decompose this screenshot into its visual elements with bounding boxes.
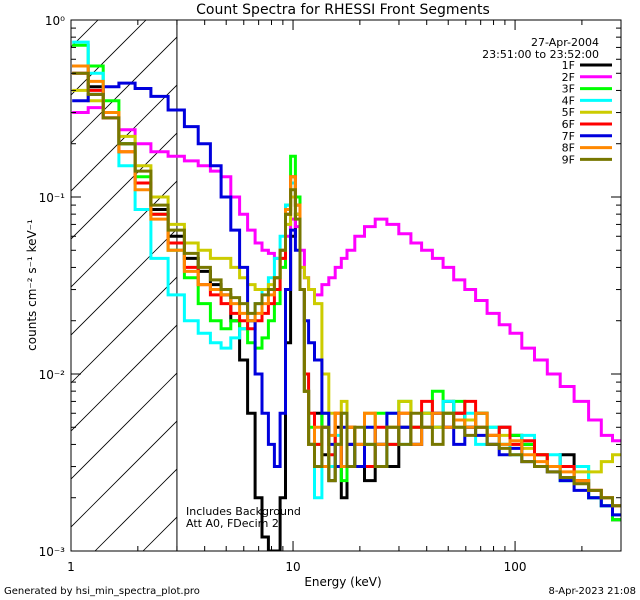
series-layer [72, 40, 621, 551]
hatch-line [71, 20, 147, 96]
generated-by-label: Generated by hsi_min_spectra_plot.pro [4, 586, 200, 597]
hatch-line [335, 0, 640, 551]
legend-label-9F: 9F [562, 153, 575, 166]
hatch-line [71, 420, 177, 528]
hatch-line [71, 276, 177, 384]
legend-label-4F: 4F [562, 94, 575, 107]
legend-label-1F: 1F [562, 59, 575, 72]
legend-label-8F: 8F [562, 142, 575, 155]
series-9F [72, 71, 621, 508]
y-tick-label: 10⁻² [39, 368, 66, 382]
time-range-label: 23:51:00 to 23:52:00 [482, 48, 599, 61]
y-tick-label: 10⁻³ [39, 545, 66, 559]
hatch-line [71, 20, 99, 48]
hatch-line [71, 372, 177, 480]
x-axis-label: Energy (keV) [304, 575, 381, 589]
annotation-attenuator: Att A0, FDecim 2 [186, 517, 279, 530]
timestamp-label: 8-Apr-2023 21:08 [549, 586, 636, 597]
x-tick-label: 10 [285, 560, 300, 574]
legend-label-2F: 2F [562, 71, 575, 84]
legend-label-7F: 7F [562, 130, 575, 143]
y-axis-label: counts cm⁻² s⁻¹ keV⁻¹ [25, 219, 39, 351]
axis-ticks: 1 10 100 10⁰ 10⁻¹ 10⁻² 10⁻³ [39, 14, 622, 574]
legend-label-3F: 3F [562, 83, 575, 96]
hatch-line [71, 228, 177, 336]
x-tick-label: 100 [504, 560, 527, 574]
series-2F [72, 106, 621, 443]
plot-frame [70, 19, 622, 552]
legend-label-5F: 5F [562, 106, 575, 119]
x-tick-label: 1 [67, 560, 75, 574]
date-label: 27-Apr-2004 [531, 36, 599, 49]
chart-title: Count Spectra for RHESSI Front Segments [196, 2, 490, 18]
y-tick-label: 10⁻¹ [39, 191, 66, 205]
hatch-line [71, 132, 177, 240]
hatch-line [71, 180, 177, 288]
annotation-background: Includes Background [186, 505, 301, 518]
legend-label-6F: 6F [562, 118, 575, 131]
y-tick-label: 10⁰ [45, 14, 65, 28]
hatch-line [0, 0, 79, 551]
